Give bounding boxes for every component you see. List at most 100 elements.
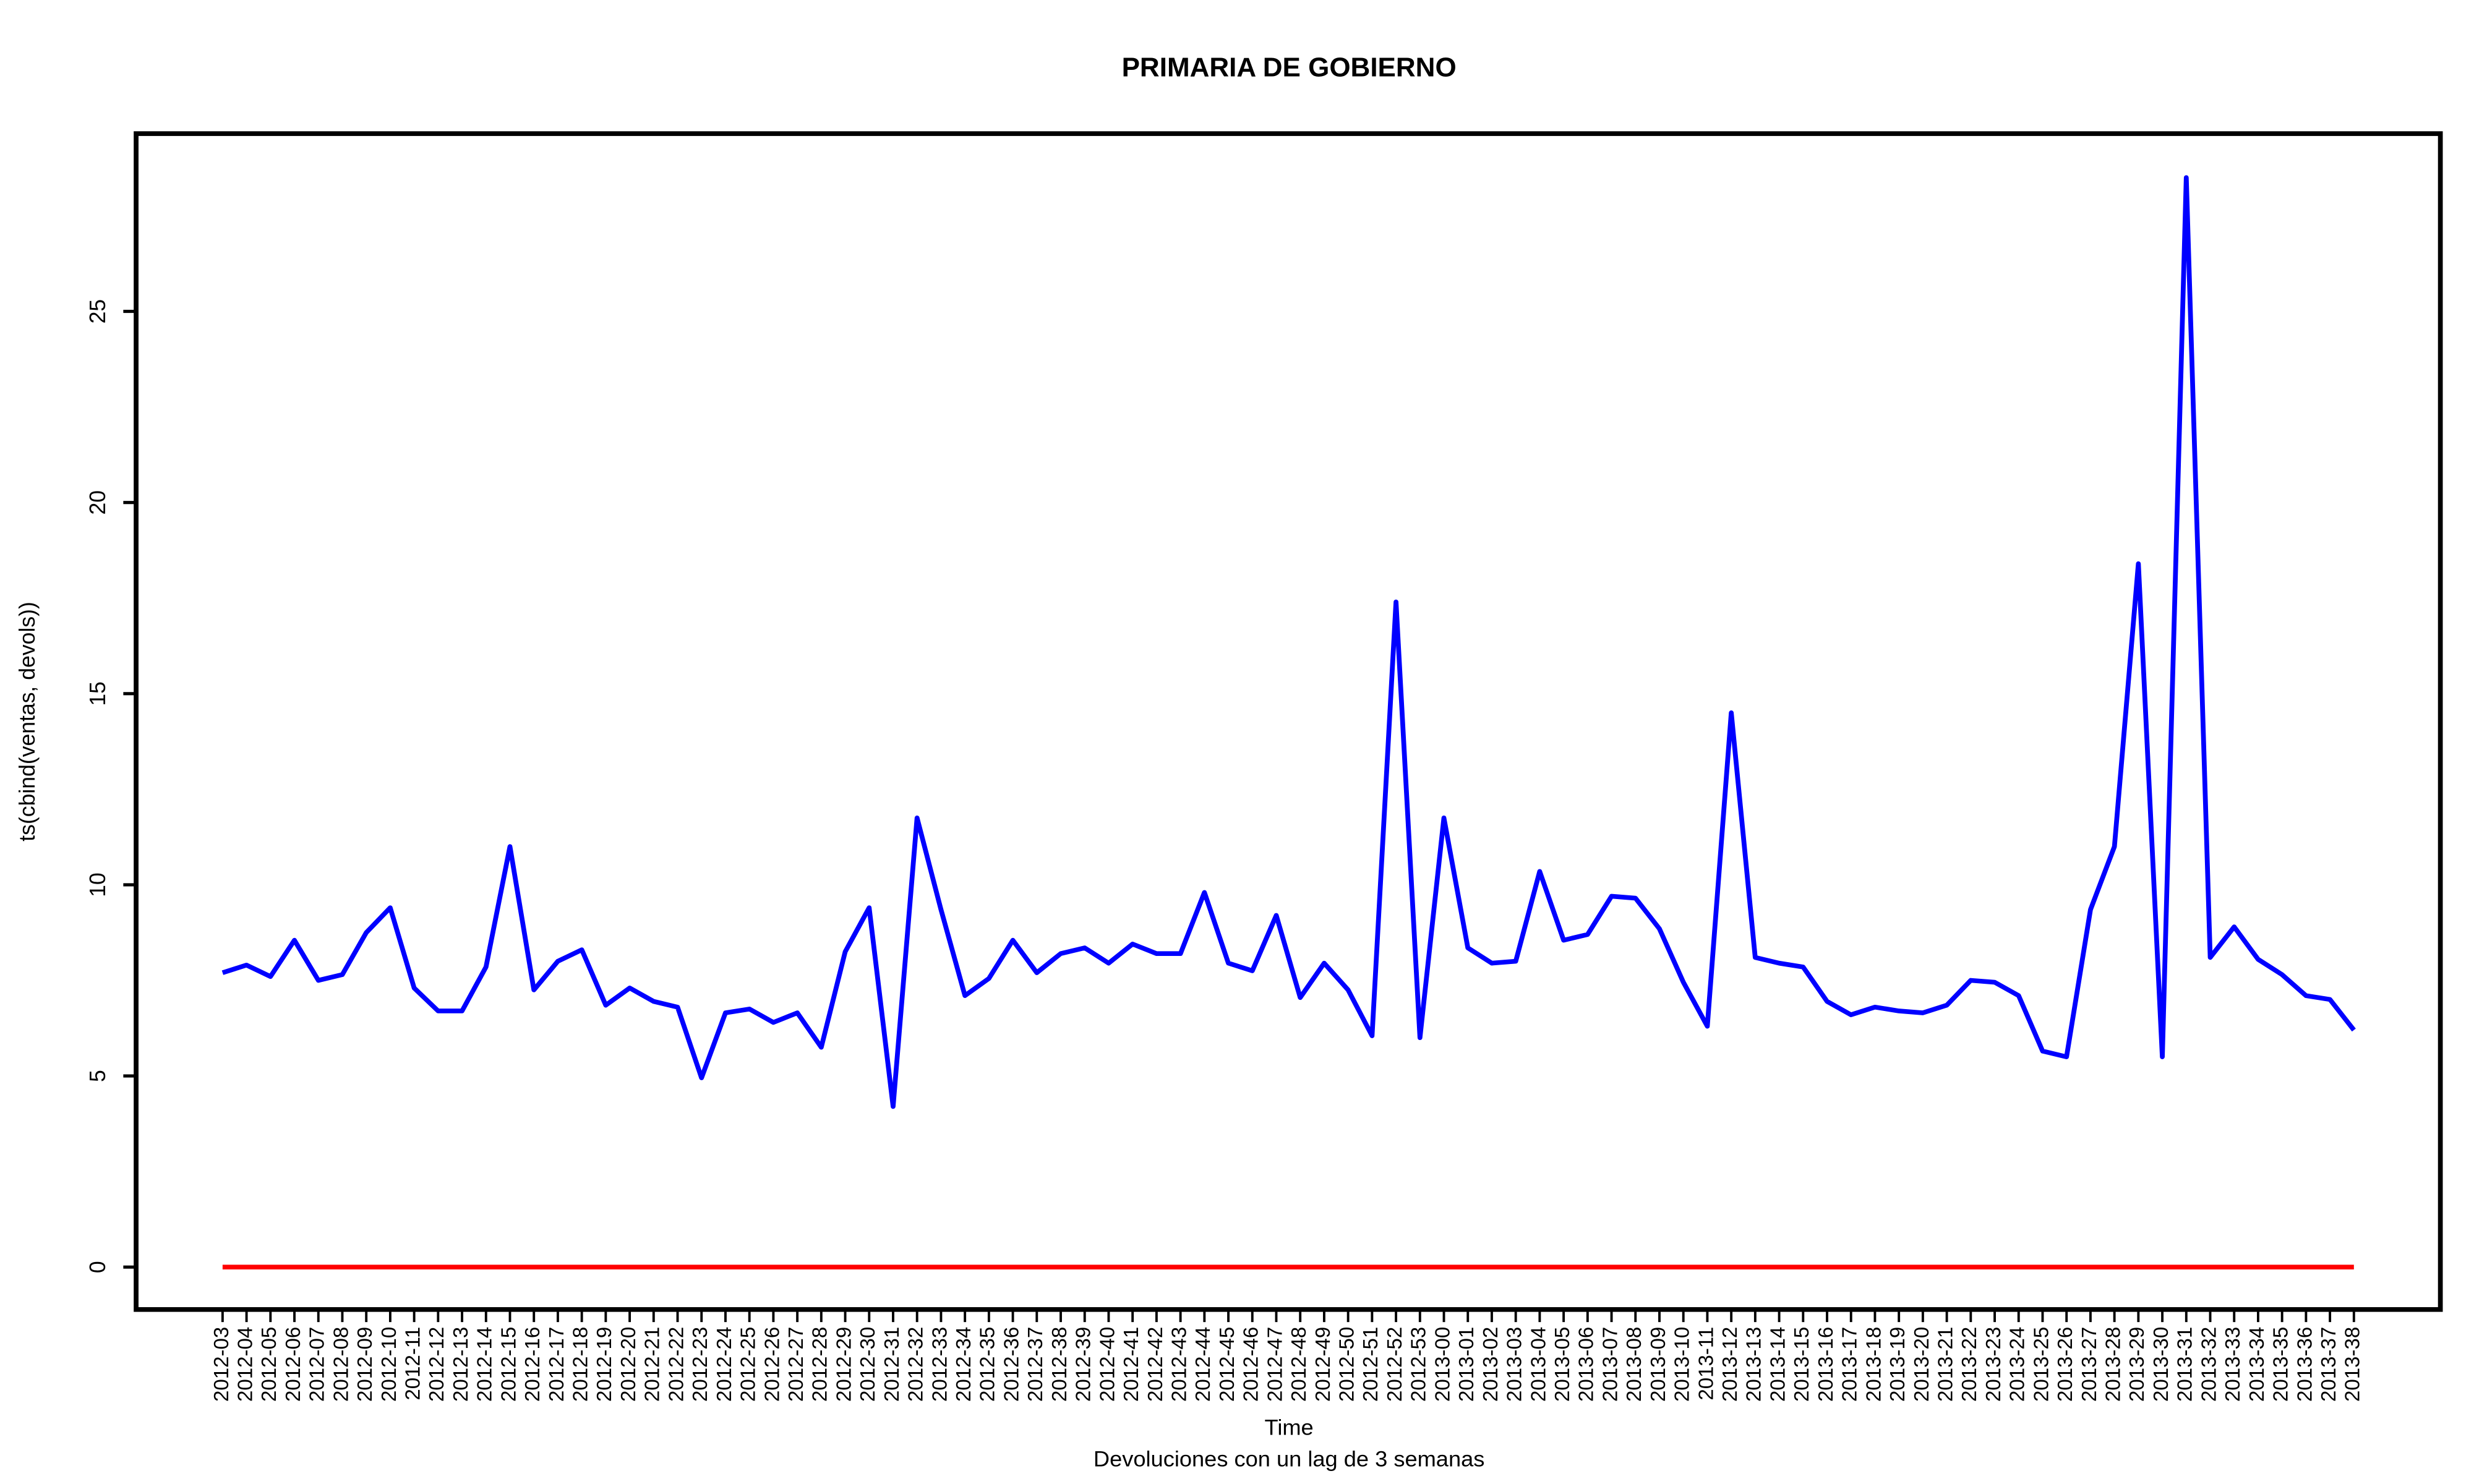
- x-tick-label: 2013-15: [1791, 1327, 1813, 1402]
- x-tick-label: 2012-11: [401, 1327, 424, 1401]
- x-tick-label: 2012-49: [1312, 1327, 1335, 1402]
- x-tick-label: 2012-46: [1239, 1327, 1262, 1402]
- x-tick-label: 2013-24: [2006, 1327, 2029, 1402]
- x-tick-label: 2012-36: [1000, 1327, 1023, 1402]
- x-tick-label: 2012-29: [833, 1327, 855, 1402]
- x-tick-label: 2013-05: [1551, 1327, 1574, 1402]
- x-tick-label: 2012-33: [928, 1327, 951, 1402]
- x-tick-label: 2013-23: [1982, 1327, 2005, 1402]
- x-tick-label: 2012-30: [857, 1327, 880, 1402]
- x-tick-label: 2013-22: [1958, 1327, 1981, 1402]
- x-tick-label: 2012-27: [785, 1327, 808, 1402]
- x-tick-label: 2012-35: [976, 1327, 999, 1402]
- x-tick-label: 2013-14: [1766, 1327, 1789, 1402]
- x-tick-label: 2012-48: [1288, 1327, 1311, 1402]
- x-tick-label: 2013-37: [2318, 1327, 2340, 1402]
- x-tick-label: 2012-45: [1216, 1327, 1239, 1402]
- x-tick-label: 2012-12: [426, 1327, 448, 1402]
- x-tick-label: 2013-26: [2054, 1327, 2077, 1402]
- x-tick-label: 2012-07: [306, 1327, 328, 1402]
- x-tick-label: 2012-10: [378, 1327, 401, 1402]
- x-tick-label: 2013-29: [2126, 1327, 2149, 1402]
- x-tick-label: 2012-14: [473, 1327, 496, 1402]
- x-tick-label: 2012-50: [1335, 1327, 1358, 1402]
- x-tick-label: 2012-47: [1264, 1327, 1286, 1402]
- y-tick-label: 10: [85, 872, 110, 897]
- x-tick-label: 2013-07: [1599, 1327, 1622, 1402]
- x-tick-label: 2012-28: [808, 1327, 831, 1402]
- x-tick-label: 2012-15: [497, 1327, 520, 1402]
- x-tick-label: 2012-03: [210, 1327, 233, 1402]
- x-tick-label: 2013-02: [1479, 1327, 1502, 1402]
- y-tick-label: 15: [85, 681, 110, 706]
- plot-frame: [134, 131, 2443, 1312]
- x-tick-label: 2013-17: [1838, 1327, 1861, 1402]
- x-tick-label: 2013-35: [2269, 1327, 2292, 1402]
- x-tick-label: 2013-08: [1623, 1327, 1646, 1402]
- x-tick-label: 2013-03: [1503, 1327, 1526, 1402]
- x-tick-label: 2012-17: [546, 1327, 568, 1402]
- x-tick-label: 2013-13: [1742, 1327, 1765, 1402]
- x-tick-label: 2013-06: [1575, 1327, 1598, 1402]
- x-tick-label: 2013-10: [1671, 1327, 1693, 1402]
- x-tick-label: 2012-08: [330, 1327, 353, 1402]
- series-line: [221, 175, 2356, 1109]
- x-tick-label: 2013-19: [1886, 1327, 1909, 1402]
- x-tick-label: 2012-04: [234, 1327, 257, 1402]
- x-tick-label: 2012-38: [1048, 1327, 1071, 1402]
- x-tick-label: 2013-00: [1431, 1327, 1454, 1402]
- x-tick-label: 2013-18: [1862, 1327, 1885, 1402]
- x-tick-label: 2012-26: [761, 1327, 784, 1402]
- y-axis-label: ts(cbind(ventas, devols)): [14, 602, 40, 842]
- x-tick-label: 2012-19: [593, 1327, 616, 1402]
- x-tick-label: 2012-41: [1120, 1327, 1143, 1402]
- x-tick-label: 2013-04: [1527, 1327, 1550, 1402]
- x-tick-label: 2013-27: [2078, 1327, 2101, 1402]
- y-tick-label: 5: [85, 1070, 110, 1082]
- x-tick-label: 2012-44: [1192, 1327, 1215, 1402]
- x-tick-label: 2012-23: [689, 1327, 712, 1402]
- x-tick-label: 2012-24: [713, 1327, 736, 1402]
- x-axis-label: Time: [1265, 1415, 1314, 1440]
- x-tick-label: 2012-53: [1407, 1327, 1430, 1402]
- x-tick-label: 2013-25: [2030, 1327, 2053, 1402]
- x-tick-label: 2012-22: [665, 1327, 688, 1402]
- y-tick-label: 25: [85, 299, 110, 324]
- x-tick-label: 2013-30: [2150, 1327, 2173, 1402]
- y-tick-label: 0: [85, 1261, 110, 1273]
- x-tick-label: 2012-21: [641, 1327, 664, 1402]
- x-tick-label: 2012-13: [450, 1327, 473, 1402]
- x-tick-label: 2013-33: [2222, 1327, 2245, 1402]
- subtitle: Devoluciones con un lag de 3 semanas: [1094, 1446, 1484, 1472]
- x-tick-label: 2012-42: [1144, 1327, 1167, 1402]
- x-tick-label: 2013-12: [1719, 1327, 1742, 1402]
- x-tick-label: 2012-18: [569, 1327, 592, 1402]
- x-tick-label: 2013-16: [1815, 1327, 1838, 1402]
- y-tick-label: 20: [85, 490, 110, 515]
- x-tick-label: 2012-32: [904, 1327, 927, 1402]
- x-tick-label: 2013-31: [2173, 1327, 2196, 1402]
- x-tick-label: 2013-32: [2198, 1327, 2220, 1402]
- x-tick-label: 2012-37: [1024, 1327, 1047, 1402]
- x-tick-label: 2013-38: [2341, 1327, 2364, 1402]
- x-tick-label: 2012-05: [258, 1327, 281, 1402]
- x-tick-label: 2013-20: [1911, 1327, 1933, 1402]
- x-tick-label: 2012-09: [354, 1327, 377, 1402]
- x-tick-label: 2012-06: [282, 1327, 305, 1402]
- x-tick-label: 2012-40: [1096, 1327, 1119, 1402]
- x-tick-label: 2013-36: [2293, 1327, 2316, 1402]
- x-tick-label: 2012-52: [1384, 1327, 1406, 1402]
- x-tick-label: 2012-43: [1168, 1327, 1191, 1402]
- chart-title: PRIMARIA DE GOBIERNO: [1122, 53, 1457, 83]
- x-tick-label: 2013-01: [1455, 1327, 1478, 1402]
- x-tick-label: 2012-31: [881, 1327, 904, 1402]
- x-tick-label: 2013-34: [2246, 1327, 2269, 1402]
- x-tick-label: 2012-39: [1072, 1327, 1095, 1402]
- x-tick-label: 2013-21: [1934, 1327, 1957, 1402]
- x-tick-label: 2012-20: [617, 1327, 640, 1402]
- x-tick-label: 2012-16: [521, 1327, 544, 1402]
- x-tick-label: 2013-11: [1695, 1327, 1718, 1401]
- x-tick-label: 2012-34: [952, 1327, 975, 1402]
